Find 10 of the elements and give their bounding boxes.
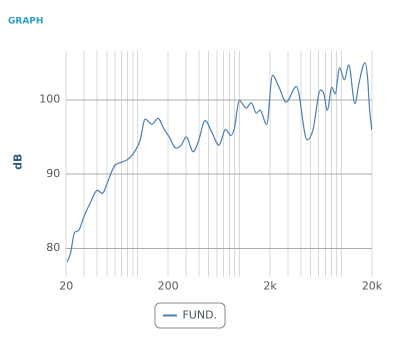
y-tick-label: 80 bbox=[46, 241, 60, 254]
x-tick-label: 20 bbox=[59, 279, 74, 292]
x-tick-label: 200 bbox=[158, 279, 179, 292]
y-tick-label: 90 bbox=[46, 166, 60, 180]
chart-title: GRAPH bbox=[8, 16, 44, 27]
x-tick-label: 2k bbox=[263, 279, 278, 292]
x-tick-label: 20k bbox=[362, 279, 383, 292]
legend-label: FUND. bbox=[182, 308, 218, 322]
y-tick-label: 100 bbox=[39, 92, 60, 106]
y-axis-title: dB bbox=[11, 154, 24, 170]
